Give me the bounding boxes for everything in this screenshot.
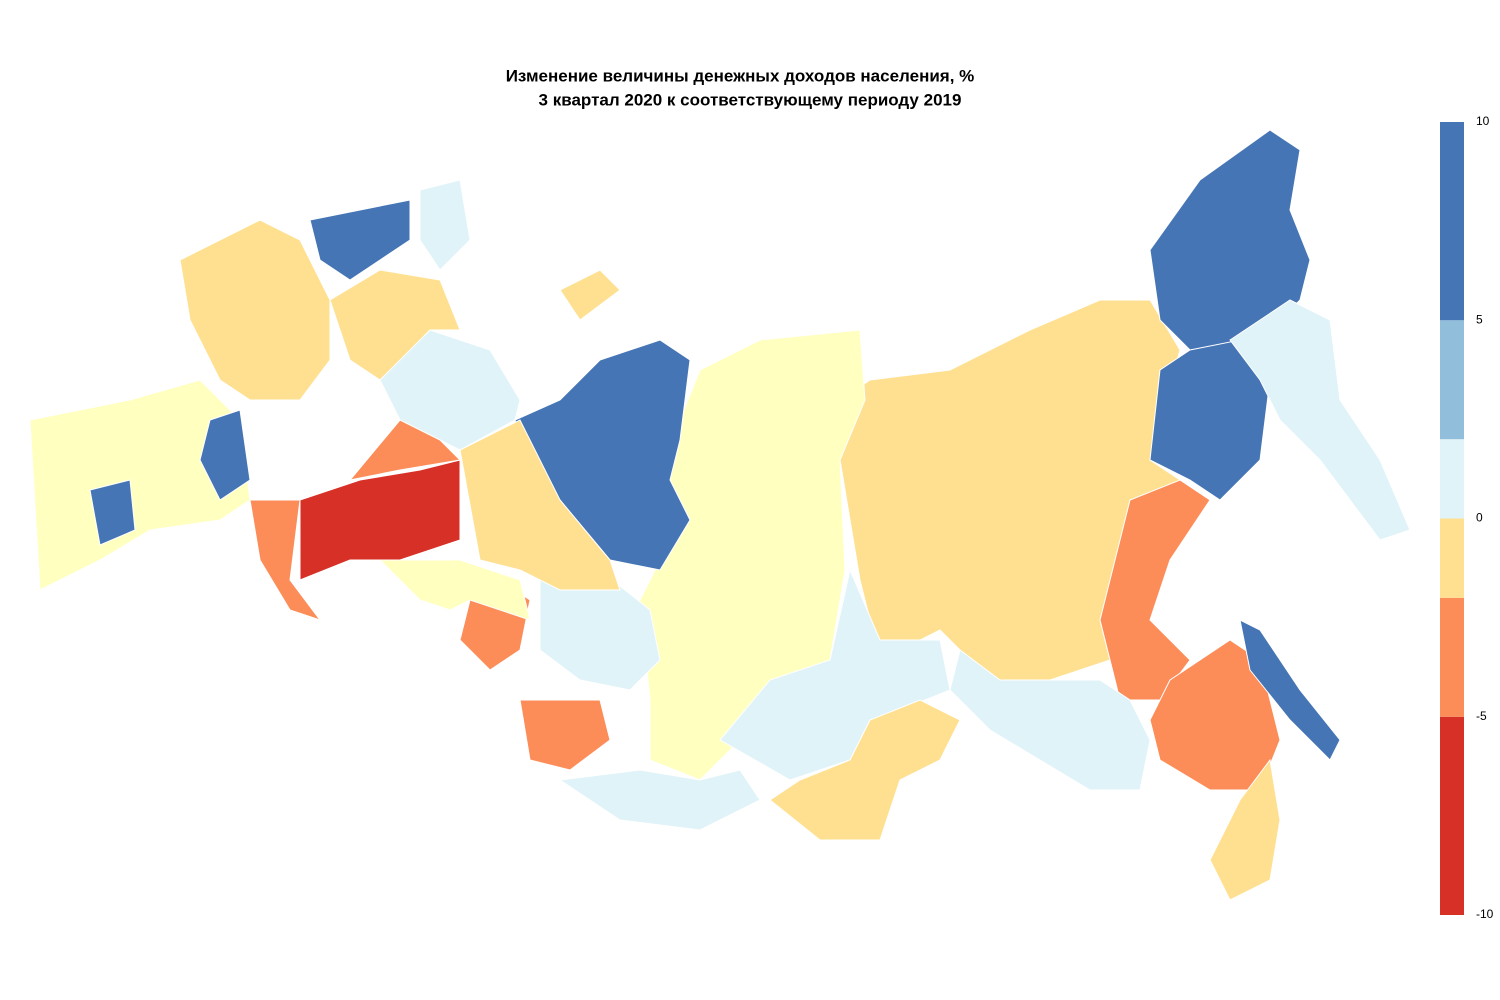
region	[1239, 619, 1341, 761]
legend-bin	[1440, 122, 1464, 321]
region	[1099, 479, 1211, 701]
legend-tick-label: -10	[1476, 907, 1494, 921]
region	[1149, 339, 1271, 501]
legend-tick-label: 0	[1476, 511, 1483, 525]
legend-bin	[1440, 320, 1464, 440]
chart-subtitle: 3 квартал 2020 к соответствующему период…	[539, 90, 962, 109]
region	[1229, 299, 1411, 541]
legend-bin	[1440, 597, 1464, 717]
region	[179, 219, 331, 401]
region	[1149, 129, 1311, 351]
region	[199, 409, 251, 501]
region	[519, 699, 611, 771]
region	[1149, 639, 1281, 791]
region	[309, 199, 411, 281]
region	[299, 459, 461, 581]
region	[719, 568, 951, 781]
region	[348, 419, 462, 481]
legend-bin	[1440, 439, 1464, 519]
legend-tick-label: -5	[1476, 709, 1487, 723]
region	[29, 379, 251, 591]
region	[89, 479, 136, 546]
region	[1209, 758, 1281, 901]
legend-tick-label: 5	[1476, 312, 1483, 326]
region	[558, 769, 761, 831]
legend-tick-label: 10	[1476, 114, 1490, 128]
region	[419, 179, 471, 271]
region	[559, 269, 621, 321]
region	[459, 419, 621, 591]
region	[378, 559, 531, 621]
legend-bin	[1440, 518, 1464, 598]
region	[769, 699, 961, 841]
chart-title: Изменение величины денежных доходов насе…	[506, 66, 975, 85]
region	[249, 499, 322, 621]
region	[949, 649, 1151, 791]
region	[329, 269, 461, 381]
legend-bin	[1440, 716, 1464, 915]
